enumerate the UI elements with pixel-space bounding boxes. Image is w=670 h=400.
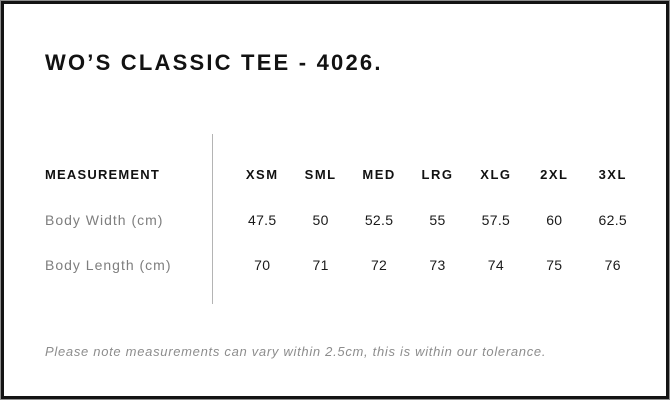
column-header-lrg: LRG [421,167,454,182]
body-width-xlg: 57.5 [481,211,511,228]
row-label-body-width: Body Width (cm) [45,211,164,228]
body-length-2xl: 75 [546,256,563,273]
column-header-measurement: MEASUREMENT [45,167,161,182]
column-header-3xl: 3XL [598,167,627,182]
body-length-med: 72 [370,256,388,273]
table-row-body-length: Body Length (cm) 70 71 72 73 74 75 76 [45,242,642,287]
body-width-med: 52.5 [364,211,394,228]
body-width-cells: 47.5 50 52.5 55 57.5 60 62.5 [213,212,642,228]
size-table: MEASUREMENT XSM SML MED LRG XLG 2XL 3XL … [45,134,642,304]
column-header-xsm: XSM [245,167,279,182]
body-length-xsm: 70 [254,256,271,273]
body-length-cells: 70 71 72 73 74 75 76 [213,257,642,273]
body-width-3xl: 62.5 [598,211,627,228]
body-width-lrg: 55 [429,211,446,228]
body-length-lrg: 73 [429,256,446,273]
row-label-body-length: Body Length (cm) [45,256,172,273]
table-row-body-width: Body Width (cm) 47.5 50 52.5 55 57.5 60 … [45,197,642,242]
table-header-row: MEASUREMENT XSM SML MED LRG XLG 2XL 3XL [45,152,642,197]
body-length-sml: 71 [312,256,329,273]
body-length-xlg: 74 [487,256,504,273]
body-width-xsm: 47.5 [247,211,277,228]
table-divider [212,134,213,304]
column-header-2xl: 2XL [540,167,569,182]
body-width-sml: 50 [312,211,329,228]
body-length-3xl: 76 [604,256,621,273]
page-title: WO’S CLASSIC TEE - 4026. [45,50,383,75]
size-header-cells: XSM SML MED LRG XLG 2XL 3XL [213,167,642,182]
column-header-xlg: XLG [480,167,512,182]
column-header-med: MED [362,167,396,182]
tolerance-note: Please note measurements can vary within… [45,344,547,359]
column-header-sml: SML [304,167,337,182]
body-width-2xl: 60 [546,211,563,228]
